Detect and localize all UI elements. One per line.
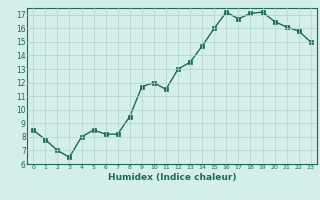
X-axis label: Humidex (Indice chaleur): Humidex (Indice chaleur): [108, 173, 236, 182]
